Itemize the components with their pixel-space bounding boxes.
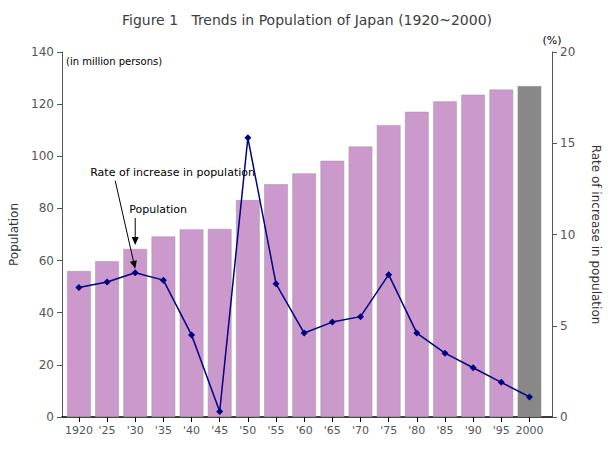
svg-text:0: 0 [46,410,54,424]
svg-text:Rate of increase in population: Rate of increase in population [589,145,603,325]
svg-text:20: 20 [39,358,54,372]
svg-text:'25: '25 [99,424,116,437]
svg-text:'85: '85 [436,424,453,437]
svg-text:'40: '40 [183,424,200,437]
svg-text:80: 80 [39,201,54,215]
svg-text:100: 100 [31,149,54,163]
svg-text:140: 140 [31,45,54,59]
svg-text:'80: '80 [408,424,425,437]
svg-text:'70: '70 [352,424,369,437]
svg-text:'95: '95 [493,424,510,437]
svg-text:'30: '30 [127,424,144,437]
svg-text:'35: '35 [155,424,172,437]
svg-text:'60: '60 [296,424,313,437]
svg-text:60: 60 [39,254,54,268]
svg-text:'50: '50 [239,424,256,437]
svg-text:(%): (%) [542,34,561,47]
svg-text:15: 15 [560,136,575,150]
svg-text:'45: '45 [211,424,228,437]
svg-text:1920: 1920 [65,424,93,437]
svg-text:20: 20 [560,45,575,59]
svg-text:0: 0 [560,410,568,424]
svg-text:'55: '55 [268,424,285,437]
svg-text:Rate of increase in population: Rate of increase in population [90,166,255,179]
svg-text:40: 40 [39,306,54,320]
svg-text:120: 120 [31,97,54,111]
svg-text:10: 10 [560,228,575,242]
svg-text:Figure 1 Trends in Populatio: Figure 1 Trends in Population of Japan (… [122,12,492,28]
svg-text:Population: Population [7,203,21,266]
svg-text:'65: '65 [324,424,341,437]
svg-text:'90: '90 [465,424,482,437]
svg-text:'75: '75 [380,424,397,437]
svg-text:Population: Population [129,203,187,216]
svg-text:2000: 2000 [515,424,543,437]
svg-text:5: 5 [560,319,568,333]
svg-text:(in million persons): (in million persons) [66,56,162,67]
